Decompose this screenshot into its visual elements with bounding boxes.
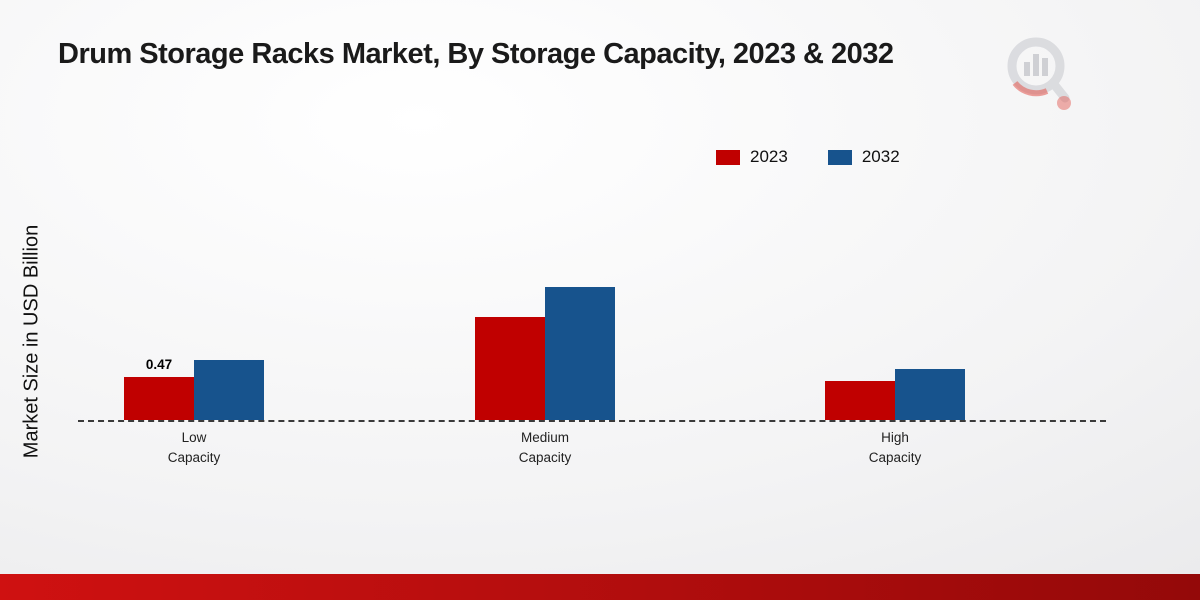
bar-2023-high [825, 381, 895, 420]
bar-2032-medium [545, 287, 615, 420]
legend-label-2023: 2023 [750, 147, 788, 166]
bar-value-label: 0.47 [145, 357, 173, 372]
x-axis-baseline [78, 420, 1106, 422]
brand-logo-icon [992, 28, 1082, 118]
category-label-low: Low Capacity [167, 430, 221, 465]
footer-red-bar [0, 574, 1200, 600]
chart-title: Drum Storage Racks Market, By Storage Ca… [58, 38, 894, 70]
legend-label-2032: 2032 [861, 147, 900, 166]
legend-swatch-2032 [827, 149, 852, 165]
bar-2032-high [895, 369, 965, 420]
bar-group-low: 0.47 [122, 357, 266, 420]
category-label-high: High Capacity [868, 430, 922, 465]
bar-2032-low [194, 360, 264, 420]
chart-legend: 2023 2032 [716, 147, 900, 167]
legend-swatch-2023 [716, 149, 740, 165]
bar-2023-medium [475, 317, 545, 420]
bar-group-medium [473, 287, 617, 420]
bar-group-high [823, 369, 967, 420]
category-label-medium: Medium Capacity [518, 430, 572, 465]
bar-2023-low: 0.47 [124, 357, 194, 420]
legend-item-2023: 2023 [716, 147, 788, 167]
legend-item-2032: 2032 [827, 147, 900, 167]
